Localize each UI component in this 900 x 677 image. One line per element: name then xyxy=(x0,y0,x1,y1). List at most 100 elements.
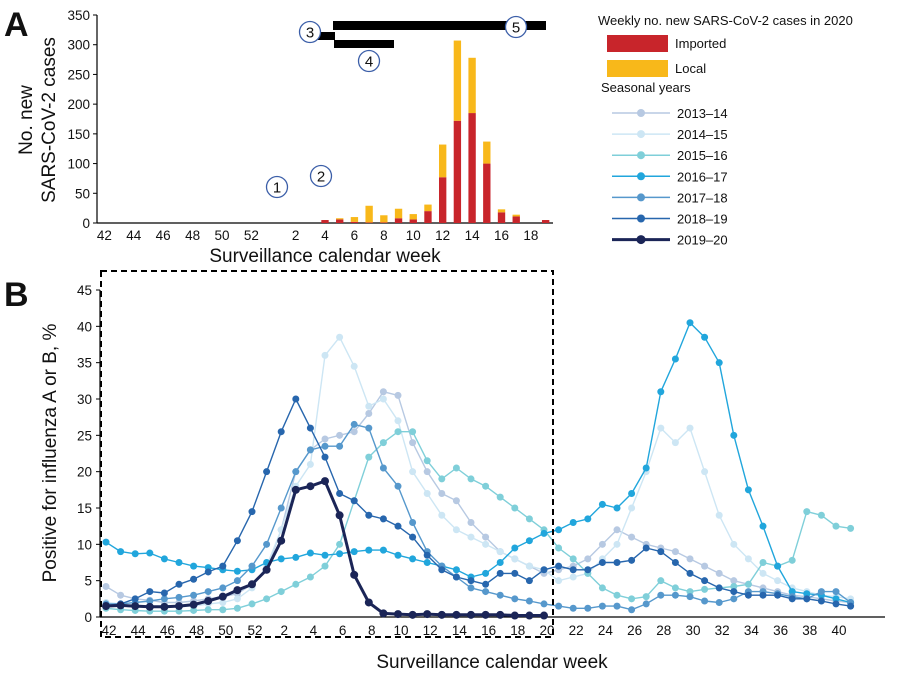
point-2014–15-25 xyxy=(467,533,475,541)
callout-label: 1 xyxy=(273,180,281,197)
point-2016–17-41 xyxy=(701,333,709,341)
point-2017–18-11 xyxy=(263,540,271,548)
point-2017–18-13 xyxy=(292,468,300,476)
point-2019–20-29 xyxy=(525,611,534,620)
point-2018–19-25 xyxy=(467,577,475,585)
point-2017–18-37 xyxy=(642,600,650,608)
point-2014–15-8 xyxy=(219,598,227,606)
point-2016–17-24 xyxy=(452,566,460,574)
point-2014–15-29 xyxy=(525,562,533,570)
point-2016–17-15 xyxy=(321,551,329,559)
legend-label-2013–14: 2013–14 xyxy=(677,106,728,121)
point-2018–19-47 xyxy=(788,595,796,603)
point-2015–16-34 xyxy=(598,584,606,592)
series-2016–17 xyxy=(102,319,855,606)
point-2017–18-30 xyxy=(540,600,548,608)
bar-local-wk10 xyxy=(409,214,417,220)
point-2015–16-18 xyxy=(365,453,373,461)
point-2019–20-15 xyxy=(321,477,329,486)
bar-imported-wk10 xyxy=(409,219,417,223)
point-2018–19-35 xyxy=(613,559,621,566)
point-2013–14-0 xyxy=(102,582,110,590)
point-2019–20-13 xyxy=(291,485,300,494)
point-2019–20-1 xyxy=(116,601,125,610)
point-2017–18-35 xyxy=(613,602,621,610)
callout-circle xyxy=(357,49,381,73)
point-2013–14-33 xyxy=(584,555,592,563)
point-2014–15-36 xyxy=(628,504,636,512)
panel-b-x-tick-label: 12 xyxy=(423,623,438,638)
panel-b-x-tick-label: 52 xyxy=(247,623,262,638)
point-2015–16-31 xyxy=(555,544,563,552)
point-2019–20-12 xyxy=(277,536,286,545)
point-2017–18-6 xyxy=(190,591,198,599)
panel-b-y-tick-label: 35 xyxy=(77,356,92,371)
point-2015–16-26 xyxy=(482,482,490,490)
point-2019–20-18 xyxy=(364,598,373,607)
point-2018–19-7 xyxy=(204,568,212,576)
point-2017–18-7 xyxy=(204,588,212,596)
point-2018–19-10 xyxy=(248,508,256,516)
point-2015–16-23 xyxy=(438,475,446,483)
point-2013–14-42 xyxy=(715,569,723,577)
series-2015–16 xyxy=(102,428,855,615)
point-2014–15-42 xyxy=(715,511,723,519)
panel-b-x-tick-label: 30 xyxy=(685,623,700,638)
point-2017–18-28 xyxy=(511,595,519,603)
bar-imported-wk5 xyxy=(336,219,344,223)
callout-label: 3 xyxy=(306,25,314,42)
point-2019–20-26 xyxy=(481,610,490,619)
point-2014–15-9 xyxy=(233,595,241,603)
panel-b-x-tick-label: 4 xyxy=(310,623,318,638)
bar-local-wk11 xyxy=(424,204,432,212)
point-2018–19-22 xyxy=(423,551,431,559)
panel-b-x-tick-label: 22 xyxy=(569,623,584,638)
point-2017–18-49 xyxy=(817,588,825,596)
point-2013–14-35 xyxy=(613,526,621,534)
series-line-2019–20 xyxy=(105,479,544,617)
point-2016–17-33 xyxy=(584,515,592,523)
point-2015–16-35 xyxy=(613,591,621,599)
point-2018–19-2 xyxy=(131,595,139,603)
point-2019–20-0 xyxy=(102,602,110,611)
point-2014–15-16 xyxy=(336,333,344,341)
point-2013–14-40 xyxy=(686,555,694,563)
bar-local-wk17 xyxy=(512,214,520,217)
panel-a-x-tick-label: 18 xyxy=(523,228,538,243)
point-2019–20-25 xyxy=(467,610,475,619)
timeline-bar-5 xyxy=(333,21,546,30)
panel-a-x-tick-label: 16 xyxy=(494,228,509,243)
point-2014–15-41 xyxy=(701,468,709,476)
point-2014–15-26 xyxy=(482,540,490,548)
point-2013–14-19 xyxy=(379,388,387,396)
point-2014–15-19 xyxy=(379,395,387,403)
bar-local-wk13 xyxy=(453,40,462,121)
point-2018–19-27 xyxy=(496,569,504,577)
panel-a-x-tick-label: 2 xyxy=(292,228,300,243)
bar-imported-wk17 xyxy=(512,216,520,223)
legend-label-2016–17: 2016–17 xyxy=(677,169,728,184)
panel-a-x-tick-label: 12 xyxy=(435,228,450,243)
panel-b-x-tick-label: 28 xyxy=(656,623,671,638)
point-2018–19-49 xyxy=(817,597,825,605)
point-2018–19-38 xyxy=(657,548,665,556)
point-2014–15-39 xyxy=(671,439,679,447)
point-2013–14-25 xyxy=(467,519,475,527)
legend-marker-2015–16 xyxy=(637,151,645,160)
bar-imported-wk7 xyxy=(365,222,373,223)
panel-b-y-tick-label: 30 xyxy=(77,392,92,407)
point-2016–17-13 xyxy=(292,553,300,561)
point-2019–20-2 xyxy=(131,602,140,611)
panel-b-y-tick-label: 5 xyxy=(84,574,92,589)
point-2014–15-43 xyxy=(730,540,738,548)
point-2017–18-18 xyxy=(365,424,373,432)
point-2015–16-12 xyxy=(277,588,285,596)
point-2014–15-45 xyxy=(759,569,767,577)
point-2014–15-46 xyxy=(774,577,782,585)
point-2017–18-41 xyxy=(701,597,709,605)
point-2019–20-27 xyxy=(496,610,505,619)
bar-local-wk6 xyxy=(350,217,359,222)
legend-label-2018–19: 2018–19 xyxy=(677,212,728,227)
